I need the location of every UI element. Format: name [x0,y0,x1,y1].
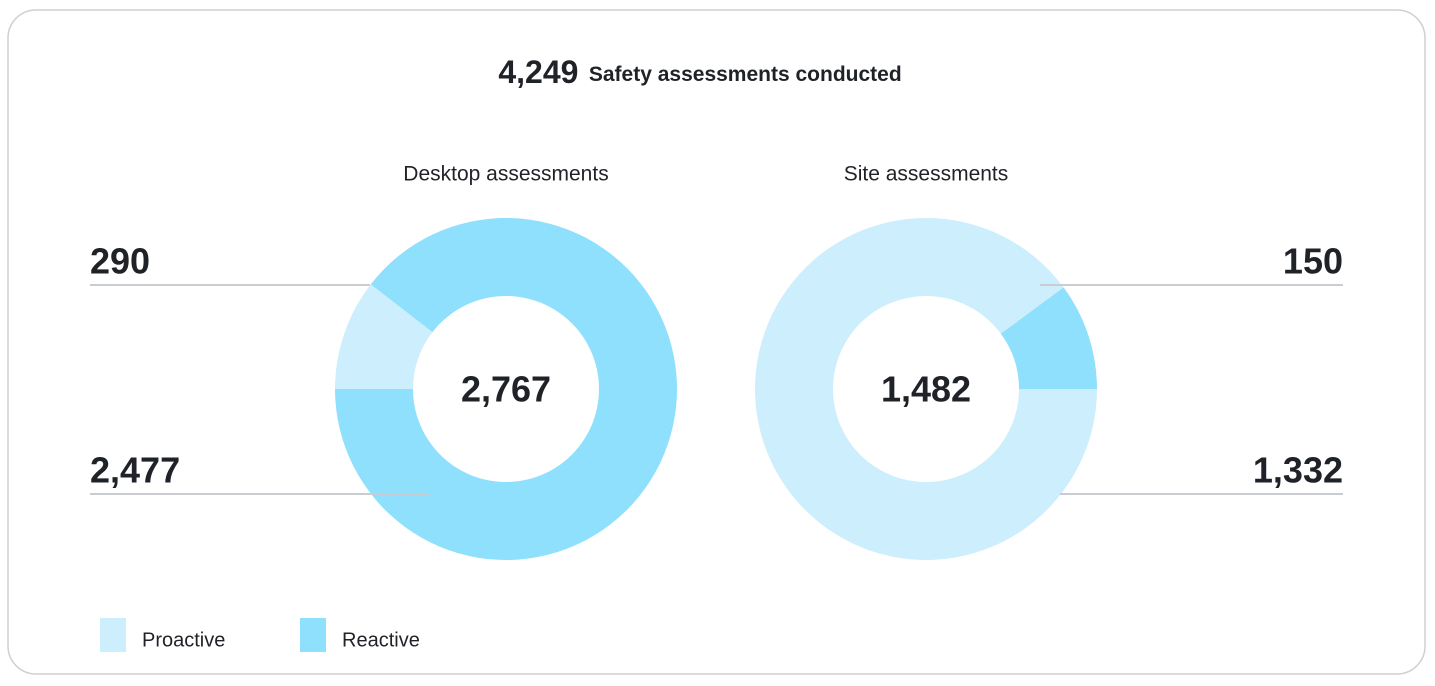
chart-title: Desktop assessments [403,163,608,186]
donut-slice [335,284,433,389]
headline-value: 4,249 [498,54,578,90]
center-total: 1,482 [881,369,971,410]
center-total: 2,767 [461,369,551,410]
legend-label: Reactive [342,629,420,651]
chart-title: Site assessments [844,163,1009,186]
legend-label: Proactive [142,629,225,651]
card-border [7,9,1426,675]
legend-swatch [300,618,326,652]
headline-text: Safety assessments conducted [589,63,902,86]
slice-label: 150 [1283,241,1343,282]
legend-swatch [100,618,126,652]
donut-slice [335,217,677,561]
headline: 4,249 Safety assessments conducted [498,54,901,90]
slice-label: 290 [90,241,150,282]
donut-slice [754,217,1097,560]
donut-slice [1000,287,1097,389]
slice-label: 1,332 [1253,450,1343,491]
slice-label: 2,477 [90,450,180,491]
